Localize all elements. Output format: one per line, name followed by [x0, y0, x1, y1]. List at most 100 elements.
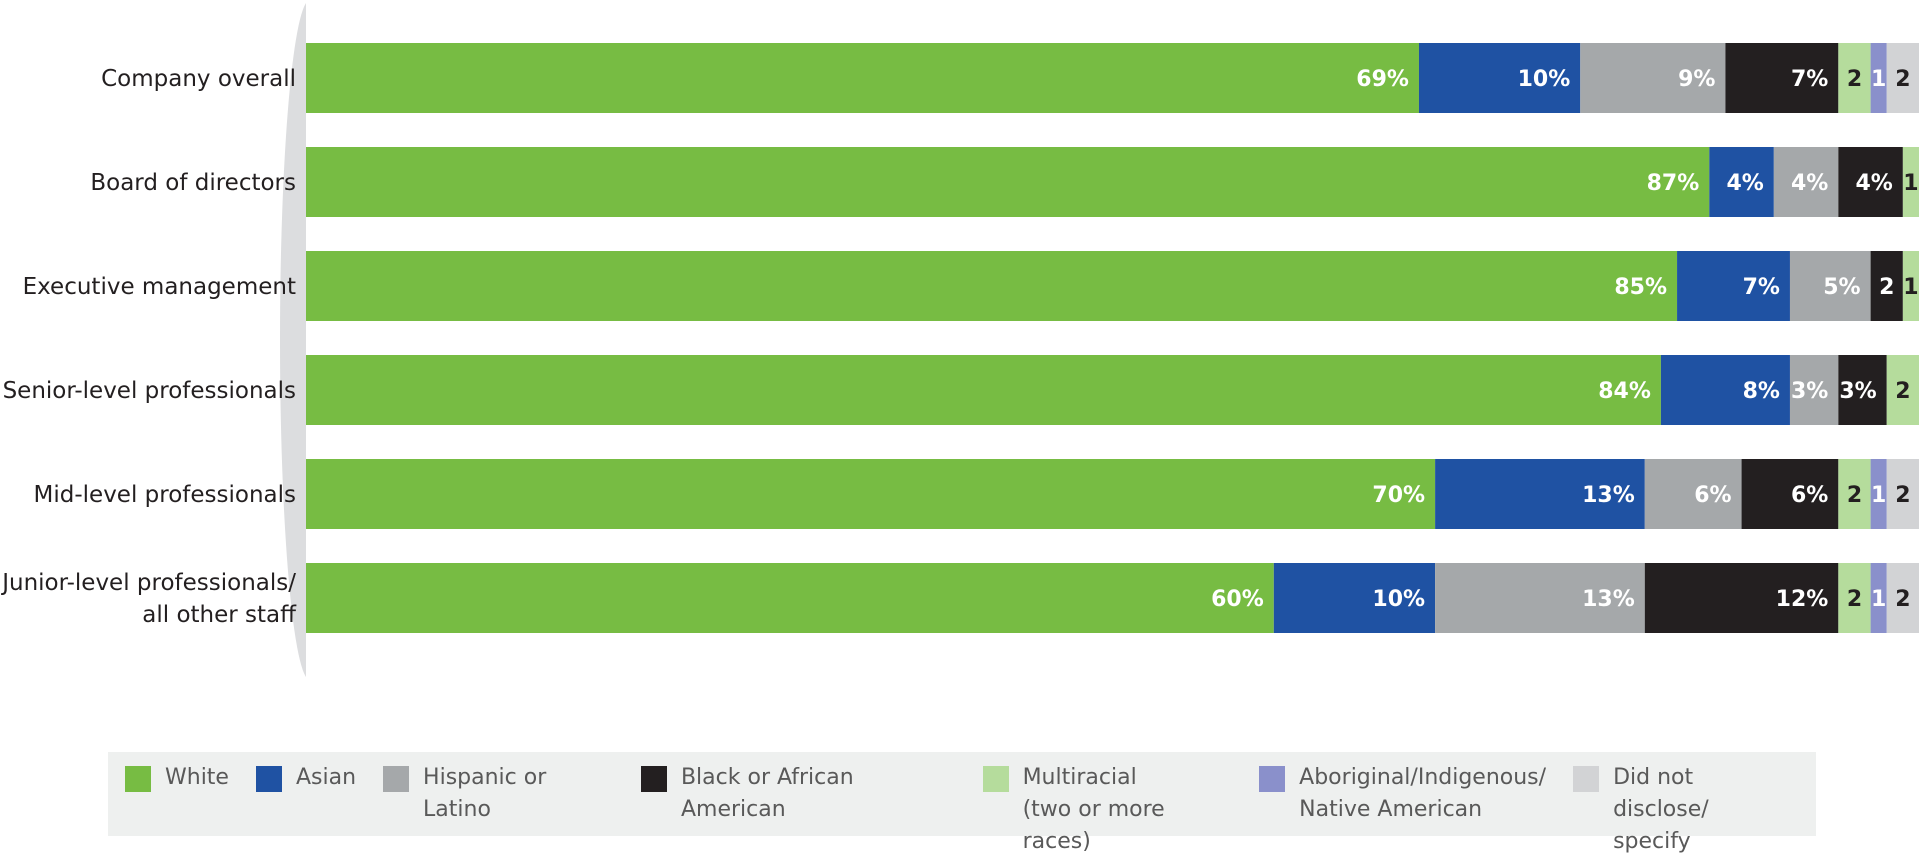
bar-did-not-disclose-5 [1886, 459, 1919, 529]
value-label: 2 [1847, 483, 1862, 508]
value-label: 12% [1776, 587, 1829, 612]
value-label: 60% [1211, 587, 1264, 612]
bar-white-1 [306, 43, 1419, 113]
legend-item-hispanic-or-latino: Hispanic or Latino [383, 765, 614, 826]
bar-black-or-african-american-1 [1725, 43, 1839, 113]
value-label: 1 [1903, 171, 1918, 196]
legend-label: Aboriginal/Indigenous/ Native American [1299, 765, 1547, 822]
bar-multiracial-3 [1902, 251, 1919, 321]
value-label: 84% [1598, 379, 1651, 404]
bar-white-3 [306, 251, 1678, 321]
bar-hispanic-or-latino-3 [1789, 251, 1871, 321]
value-label: 7% [1743, 275, 1780, 300]
legend-swatch [1259, 766, 1286, 792]
bar-asian-3 [1677, 251, 1790, 321]
bar-black-or-african-american-5 [1741, 459, 1839, 529]
bar-black-or-african-american-3 [1870, 251, 1903, 321]
legend-label: Did not disclose/ specify [1613, 765, 1709, 854]
value-label: 2 [1847, 67, 1862, 92]
bar-hispanic-or-latino-4 [1789, 355, 1839, 425]
legend-item-did-not-disclose: Did not disclose/ specify [1573, 765, 1789, 858]
value-label: 4% [1856, 171, 1893, 196]
bar-white-2 [306, 147, 1710, 217]
value-label: 1 [1871, 587, 1886, 612]
legend-swatch [1573, 766, 1600, 792]
category-label: Senior-level professionals [3, 378, 296, 404]
bar-aboriginal-indigenous-5 [1870, 459, 1887, 529]
value-label: 69% [1356, 67, 1409, 92]
bar-multiracial-6 [1838, 563, 1871, 633]
bar-asian-2 [1709, 147, 1774, 217]
bar-black-or-african-american-2 [1838, 147, 1903, 217]
legend-item-black-or-african-american: Black or African American [640, 765, 956, 826]
bar-asian-5 [1435, 459, 1645, 529]
bar-white-6 [306, 563, 1274, 633]
value-label: 70% [1372, 483, 1425, 508]
value-label: 2 [1895, 67, 1910, 92]
bar-hispanic-or-latino-6 [1435, 563, 1645, 633]
category-label: Executive management [23, 274, 296, 300]
legend-swatch [982, 766, 1009, 792]
category-label: Mid-level professionals [34, 482, 296, 508]
bar-multiracial-5 [1838, 459, 1871, 529]
category-label: Company overall [101, 66, 296, 92]
bar-did-not-disclose-6 [1886, 563, 1919, 633]
legend-item-white: White [125, 765, 229, 794]
value-label: 9% [1678, 67, 1715, 92]
legend-item-asian: Asian [255, 765, 356, 794]
legend-swatch [640, 766, 667, 792]
category-label: Junior-level professionals/all other sta… [0, 570, 297, 628]
bar-asian-4 [1660, 355, 1790, 425]
value-label: 10% [1372, 587, 1425, 612]
value-label: 10% [1518, 67, 1571, 92]
value-label: 8% [1743, 379, 1780, 404]
legend-swatch [255, 766, 282, 792]
value-label: 1 [1871, 483, 1886, 508]
value-label: 4% [1726, 171, 1763, 196]
value-label: 13% [1582, 483, 1635, 508]
value-labels: 69% 10% 9% 7% 2 1 287% 4% 4% 4% 185% 7% 5% 2 184% 8% 3% 3… [1211, 67, 1918, 612]
legend-label: Black or African American [680, 765, 854, 822]
legend-item-multiracial: Multiracial (two or more races) [982, 765, 1233, 858]
bar-hispanic-or-latino-2 [1773, 147, 1839, 217]
value-label: 7% [1791, 67, 1828, 92]
bar-asian-6 [1273, 563, 1436, 633]
category-labels: Company overall Board of directors Executi… [0, 66, 297, 628]
bar-multiracial-1 [1838, 43, 1871, 113]
value-label: 13% [1582, 587, 1635, 612]
value-label: 3% [1791, 379, 1828, 404]
stacked-bar-chart: Company overall Board of directors Executi… [0, 0, 1919, 680]
value-label: 2 [1879, 275, 1894, 300]
legend-item-aboriginal-indigenous: Aboriginal/Indigenous/ Native American [1259, 765, 1546, 826]
value-label: 6% [1694, 483, 1731, 508]
bar-did-not-disclose-1 [1886, 43, 1919, 113]
value-label: 1 [1871, 67, 1886, 92]
legend-label: Asian [295, 765, 357, 790]
value-label: 6% [1791, 483, 1828, 508]
legend-label: Hispanic or Latino [423, 765, 547, 822]
value-label: 5% [1823, 275, 1860, 300]
value-label: 2 [1895, 483, 1910, 508]
value-label: 2 [1847, 587, 1862, 612]
value-label: 3% [1839, 379, 1876, 404]
bar-multiracial-2 [1902, 147, 1919, 217]
value-label: 2 [1895, 587, 1910, 612]
value-label: 4% [1791, 171, 1828, 196]
legend-label: Multiracial (two or more races) [1022, 765, 1165, 854]
value-label: 1 [1903, 275, 1918, 300]
legend-swatch [125, 766, 151, 792]
bar-aboriginal-indigenous-1 [1870, 43, 1887, 113]
bar-multiracial-4 [1886, 355, 1919, 425]
bar-hispanic-or-latino-5 [1644, 459, 1742, 529]
category-label: Board of directors [90, 170, 296, 196]
legend-swatch [383, 766, 410, 792]
legend-label: White [165, 765, 229, 790]
bar-hispanic-or-latino-1 [1580, 43, 1726, 113]
bar-black-or-african-american-6 [1644, 563, 1839, 633]
value-label: 2 [1895, 379, 1910, 404]
bar-white-4 [306, 355, 1661, 425]
bar-asian-1 [1418, 43, 1581, 113]
legend: White Asian Hispanic or Latino Black or Afr… [108, 752, 1816, 854]
bar-white-5 [306, 459, 1436, 529]
bar-black-or-african-american-4 [1838, 355, 1887, 425]
